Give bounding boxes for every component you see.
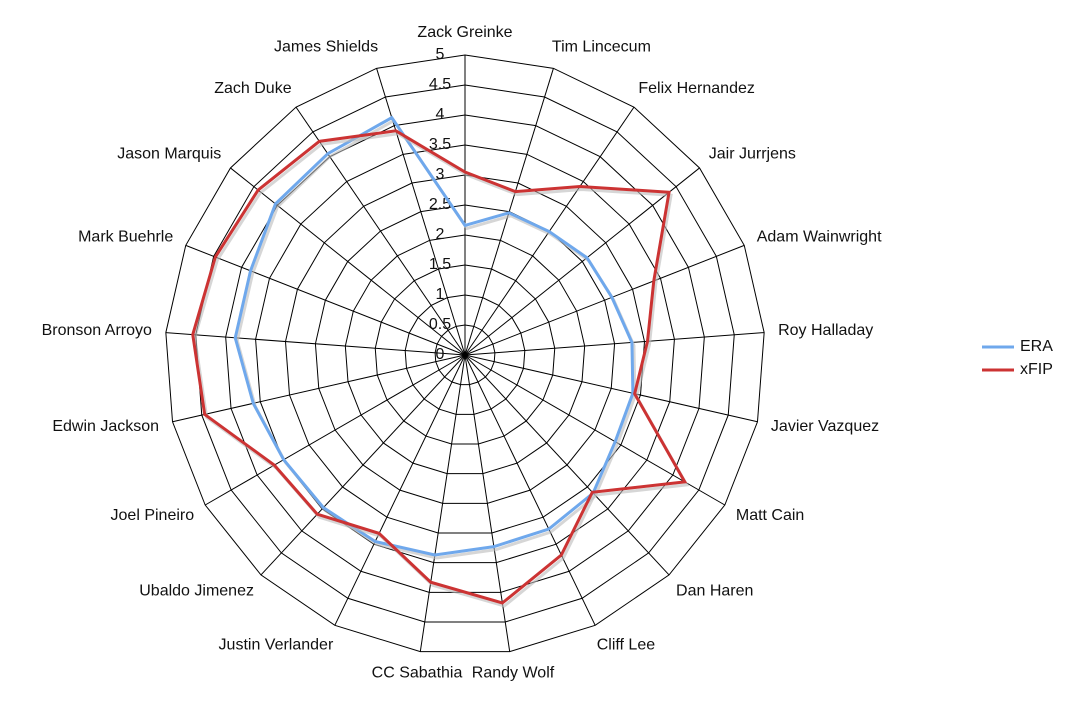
grid-ring bbox=[284, 174, 646, 534]
category-label: Roy Halladay bbox=[778, 322, 873, 339]
spoke bbox=[464, 354, 596, 626]
category-label: Justin Verlander bbox=[219, 636, 334, 653]
category-label: Jason Marquis bbox=[117, 145, 221, 162]
r-tick-label: 3.5 bbox=[429, 136, 451, 153]
spoke bbox=[172, 354, 466, 423]
r-tick-label: 0.5 bbox=[429, 316, 451, 333]
category-label: James Shields bbox=[274, 39, 378, 56]
category-label: Cliff Lee bbox=[597, 636, 656, 653]
spoke bbox=[464, 244, 745, 356]
grid-ring bbox=[195, 84, 735, 623]
spoke bbox=[185, 244, 466, 356]
category-label: CC Sabathia bbox=[372, 665, 463, 682]
category-label: Bronson Arroyo bbox=[42, 322, 152, 339]
grid-ring bbox=[255, 144, 675, 564]
spoke bbox=[464, 332, 765, 356]
r-tick-label: 3 bbox=[436, 166, 445, 183]
grid-ring bbox=[374, 264, 556, 445]
r-tick-label: 4 bbox=[436, 106, 445, 123]
category-label: Felix Hernandez bbox=[638, 80, 755, 97]
category-label: Ubaldo Jimenez bbox=[139, 582, 254, 599]
r-tick-label: 2.5 bbox=[429, 196, 451, 213]
spoke bbox=[260, 354, 466, 576]
category-label: Randy Wolf bbox=[472, 665, 555, 682]
spoke bbox=[204, 354, 466, 506]
legend-label: ERA bbox=[1020, 338, 1053, 355]
spoke bbox=[419, 354, 466, 652]
category-label: Joel Pineiro bbox=[111, 507, 195, 524]
spoke bbox=[464, 354, 758, 423]
category-label: Zach Duke bbox=[214, 80, 291, 97]
category-label: Mark Buehrle bbox=[78, 229, 173, 246]
r-tick-label: 5 bbox=[436, 46, 445, 63]
series-line bbox=[233, 115, 635, 557]
spoke bbox=[334, 354, 466, 626]
category-label: Zack Greinke bbox=[417, 24, 512, 41]
r-tick-label: 0 bbox=[436, 346, 445, 363]
spoke bbox=[464, 167, 700, 356]
spoke bbox=[464, 354, 726, 506]
category-label: Matt Cain bbox=[736, 507, 804, 524]
spoke bbox=[464, 354, 670, 576]
spoke bbox=[165, 332, 466, 356]
series-shadow bbox=[193, 132, 690, 608]
grid-ring bbox=[404, 294, 526, 415]
r-tick-label: 1 bbox=[436, 286, 445, 303]
series-line bbox=[191, 129, 688, 605]
category-label: Tim Lincecum bbox=[552, 39, 651, 56]
r-tick-label: 4.5 bbox=[429, 76, 451, 93]
grid-ring bbox=[434, 324, 496, 386]
category-label: Adam Wainwright bbox=[757, 229, 882, 246]
r-tick-label: 2 bbox=[436, 226, 445, 243]
grid-ring bbox=[314, 204, 616, 504]
r-tick-label: 1.5 bbox=[429, 256, 451, 273]
spoke bbox=[295, 106, 466, 356]
spoke bbox=[376, 68, 466, 356]
category-label: Dan Haren bbox=[676, 582, 753, 599]
category-label: Edwin Jackson bbox=[52, 418, 159, 435]
legend-label: xFIP bbox=[1020, 361, 1053, 378]
category-label: Javier Vazquez bbox=[771, 418, 879, 435]
grid-ring bbox=[344, 234, 586, 475]
grid-ring bbox=[165, 54, 765, 653]
spoke bbox=[230, 167, 466, 356]
category-label: Jair Jurrjens bbox=[709, 145, 796, 162]
